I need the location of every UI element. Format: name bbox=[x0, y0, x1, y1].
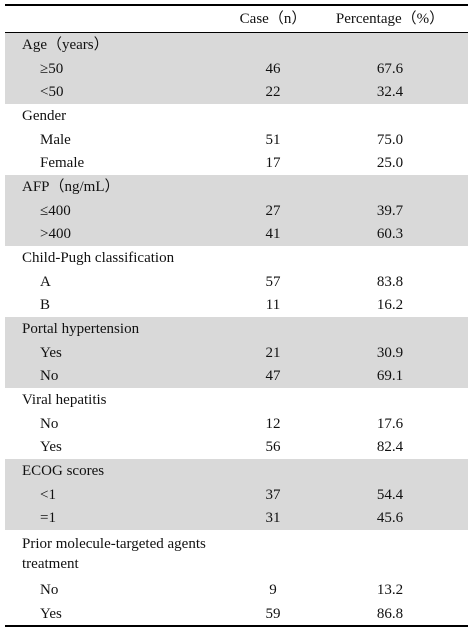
group-band bbox=[5, 317, 468, 389]
case-value: 11 bbox=[265, 297, 281, 314]
row-label: ≤400 bbox=[40, 202, 71, 219]
percentage-value: 60.3 bbox=[376, 226, 404, 243]
group-band bbox=[5, 459, 468, 531]
case-value: 31 bbox=[265, 510, 281, 527]
case-value: 59 bbox=[265, 605, 281, 622]
group-label: Viral hepatitis bbox=[22, 391, 107, 408]
percentage-value: 17.6 bbox=[376, 415, 404, 432]
percentage-value: 13.2 bbox=[376, 581, 404, 598]
case-value: 47 bbox=[265, 368, 281, 385]
row-label: Yes bbox=[40, 439, 62, 456]
group-label: AFP（ng/mL） bbox=[22, 178, 120, 195]
group-label: Gender bbox=[22, 107, 67, 124]
percentage-value: 86.8 bbox=[376, 605, 404, 622]
row-label: Female bbox=[40, 155, 85, 172]
percentage-value: 69.1 bbox=[376, 368, 404, 385]
row-label: >400 bbox=[40, 226, 71, 243]
row-label: =1 bbox=[40, 510, 56, 527]
group-label: Age（years） bbox=[22, 36, 109, 53]
row-label: ≥50 bbox=[40, 60, 64, 77]
row-label: A bbox=[40, 273, 51, 290]
row-label: No bbox=[40, 415, 59, 432]
group-band bbox=[5, 33, 468, 104]
header-rule bbox=[5, 32, 468, 33]
case-value: 37 bbox=[265, 486, 281, 503]
case-value: 41 bbox=[265, 226, 281, 243]
case-value: 12 bbox=[265, 415, 281, 432]
percentage-value: 32.4 bbox=[376, 84, 404, 101]
percentage-value: 82.4 bbox=[376, 439, 404, 456]
row-label: B bbox=[40, 297, 51, 314]
case-value: 17 bbox=[265, 155, 281, 172]
percentage-value: 75.0 bbox=[376, 131, 404, 148]
row-label: Yes bbox=[40, 344, 62, 361]
case-value: 9 bbox=[269, 581, 277, 598]
percentage-value: 39.7 bbox=[376, 202, 404, 219]
bottom-rule bbox=[5, 625, 468, 627]
group-label: Child-Pugh classification bbox=[22, 249, 175, 266]
row-label: No bbox=[40, 368, 59, 385]
group-label: ECOG scores bbox=[22, 462, 105, 479]
percentage-value: 54.4 bbox=[376, 486, 404, 503]
case-value: 56 bbox=[265, 439, 281, 456]
header-percentage: Percentage（%） bbox=[335, 11, 445, 27]
header-case: Case（n） bbox=[239, 11, 307, 27]
case-value: 21 bbox=[265, 344, 281, 361]
case-value: 27 bbox=[265, 202, 281, 219]
row-label: No bbox=[40, 581, 59, 598]
percentage-value: 30.9 bbox=[376, 344, 404, 361]
case-value: 51 bbox=[265, 131, 281, 148]
row-label: Yes bbox=[40, 605, 62, 622]
percentage-value: 16.2 bbox=[376, 297, 404, 314]
group-band bbox=[5, 175, 468, 247]
percentage-value: 67.6 bbox=[376, 60, 404, 77]
row-label: <50 bbox=[40, 84, 64, 101]
case-value: 57 bbox=[265, 273, 281, 290]
percentage-value: 25.0 bbox=[376, 155, 404, 172]
percentage-value: 45.6 bbox=[376, 510, 404, 527]
row-label: Male bbox=[40, 131, 71, 148]
group-label: Prior molecule-targeted agents treatment bbox=[22, 536, 206, 573]
percentage-value: 83.8 bbox=[376, 273, 404, 290]
row-label: <1 bbox=[40, 486, 56, 503]
case-value: 22 bbox=[265, 84, 281, 101]
case-value: 46 bbox=[265, 60, 281, 77]
group-label: Portal hypertension bbox=[22, 320, 140, 337]
top-rule bbox=[5, 4, 468, 6]
